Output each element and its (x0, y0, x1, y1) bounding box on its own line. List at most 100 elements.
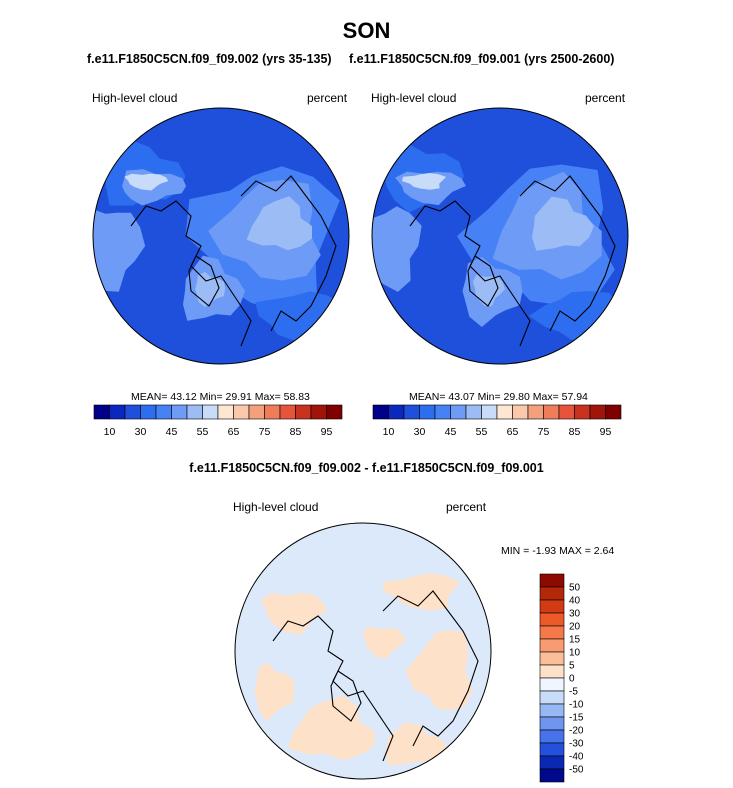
colorbar-tick-label: -30 (569, 739, 584, 750)
map-region (472, 274, 506, 307)
panel1-variable-label: High-level cloud (92, 91, 178, 105)
colorbar-tick-label: -40 (569, 752, 584, 763)
colorbar-swatch (527, 404, 544, 420)
colorbar-swatch (171, 404, 188, 420)
diff-map (234, 522, 492, 780)
map-region (405, 630, 473, 711)
map-boundary (234, 522, 492, 780)
panel1-map-fill (93, 108, 349, 364)
diff-variable-label: High-level cloud (233, 500, 319, 514)
colorbar-tick-label: 10 (383, 426, 395, 438)
colorbar-swatch (496, 404, 513, 420)
panel-title-left: f.e11.F1850C5CN.f09_f09.002 (yrs 35-135) (87, 52, 332, 66)
colorbar-swatch (539, 729, 565, 744)
colorbar-swatch (109, 404, 126, 420)
colorbar-swatch (202, 404, 219, 420)
map-region (385, 722, 447, 766)
colorbar-swatch (419, 404, 436, 420)
colorbar-swatch (539, 690, 565, 705)
colorbar-swatch (539, 742, 565, 757)
panel1-map (92, 107, 350, 365)
colorbar-swatch (140, 404, 157, 420)
colorbar-tick-label: 30 (569, 609, 581, 620)
colorbar-tick-label: 10 (104, 426, 116, 438)
colorbar-swatch (233, 404, 250, 420)
colorbar-swatch (217, 404, 234, 420)
map-region (287, 695, 375, 761)
map-boundary (92, 107, 350, 365)
colorbar-tick-label: 30 (414, 426, 426, 438)
season-title: SON (342, 18, 391, 43)
panel1-stats: MEAN= 43.12 Min= 29.91 Max= 58.83 (131, 391, 310, 403)
panel2-map-fill (372, 108, 628, 364)
colorbar-tick-label: 95 (321, 426, 333, 438)
colorbar-tick-label: 15 (569, 635, 581, 646)
colorbar-tick-label: 10 (569, 648, 581, 659)
colorbar-swatch (388, 404, 405, 420)
panel1-units-label: percent (307, 91, 348, 105)
panel2-map (371, 107, 629, 365)
colorbar-swatch (481, 404, 498, 420)
colorbar-swatch (326, 404, 343, 420)
colorbar-swatch (310, 404, 327, 420)
colorbar-tick-label: 0 (569, 674, 575, 685)
colorbar-tick-label: -10 (569, 700, 584, 711)
colorbar-swatch (539, 703, 565, 718)
map-region (402, 173, 447, 190)
colorbar-tick-label: 45 (445, 426, 457, 438)
colorbar-swatch (605, 404, 622, 420)
panel2-variable-label: High-level cloud (371, 91, 457, 105)
colorbar-tick-label: 85 (569, 426, 581, 438)
colorbar-swatch (124, 404, 141, 420)
coastline (272, 590, 479, 762)
colorbar-tick-label: -50 (569, 765, 584, 776)
colorbar-tick-label: 65 (228, 426, 240, 438)
colorbar-swatch (539, 573, 565, 588)
colorbar-swatch (539, 716, 565, 731)
map-region (532, 196, 594, 251)
map-boundary (371, 107, 629, 365)
colorbar-swatch (372, 404, 389, 420)
colorbar-tick-label: 95 (600, 426, 612, 438)
colorbar-swatch (93, 404, 110, 420)
colorbar-swatch (543, 404, 560, 420)
colorbar-swatch (279, 404, 296, 420)
colorbar-swatch (574, 404, 591, 420)
colorbar-tick-label: -20 (569, 726, 584, 737)
colorbar-swatch (539, 768, 565, 783)
panel1-colorbar: 10 30 45 55 65 75 85 95 (93, 404, 343, 438)
coastline (130, 175, 337, 347)
map-region (362, 626, 406, 659)
colorbar-tick-label: 30 (135, 426, 147, 438)
colorbar-tick-label: 75 (259, 426, 271, 438)
colorbar-tick-label: 5 (569, 661, 575, 672)
colorbar-tick-label: 50 (569, 583, 581, 594)
colorbar-swatch (155, 404, 172, 420)
colorbar-swatch (186, 404, 203, 420)
colorbar-swatch (539, 612, 565, 627)
colorbar-swatch (539, 625, 565, 640)
map-region (246, 196, 312, 251)
colorbar-tick-label: -5 (569, 687, 578, 698)
colorbar-swatch (539, 755, 565, 770)
colorbar-tick-label: 75 (538, 426, 550, 438)
colorbar-swatch (403, 404, 420, 420)
colorbar-swatch (539, 651, 565, 666)
map-region (124, 173, 169, 191)
colorbar-tick-label: 55 (476, 426, 488, 438)
colorbar-tick-label: 85 (290, 426, 302, 438)
colorbar-swatch (434, 404, 451, 420)
colorbar-swatch (539, 586, 565, 601)
colorbar-swatch (589, 404, 606, 420)
colorbar-tick-label: 40 (569, 596, 581, 607)
colorbar-swatch (512, 404, 529, 420)
colorbar-swatch (295, 404, 312, 420)
colorbar-tick-label: 45 (166, 426, 178, 438)
colorbar-swatch (450, 404, 467, 420)
map-region (195, 272, 226, 307)
panel2-units-label: percent (585, 91, 626, 105)
map-region (260, 593, 327, 635)
coastline (409, 175, 616, 347)
panel-title-right: f.e11.F1850C5CN.f09_f09.001 (yrs 2500-26… (349, 52, 615, 66)
